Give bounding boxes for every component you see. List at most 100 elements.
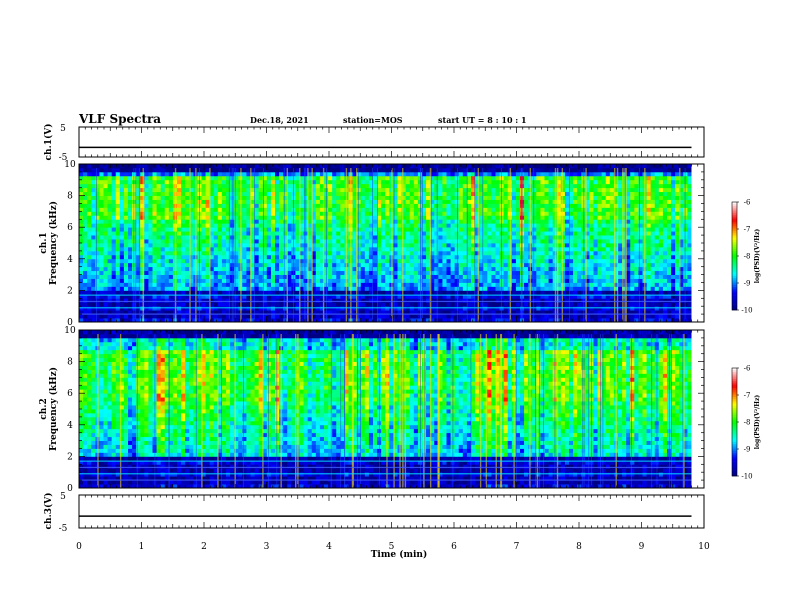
spectrogram-cell [368, 266, 374, 272]
spectrogram-cell [332, 282, 337, 287]
spectrogram-cell [99, 250, 104, 256]
spectrogram-cell [95, 175, 100, 181]
spectrogram-cell [450, 195, 456, 200]
spectrogram-cell [270, 266, 276, 272]
spectrogram-cell [242, 199, 247, 204]
spectrogram-cell [466, 270, 472, 275]
spectrogram-cell [487, 278, 492, 283]
spectrogram-cell [168, 223, 174, 228]
spectrogram-cell [315, 282, 321, 287]
spectrogram-cell [397, 183, 402, 189]
spectrogram-cell [250, 274, 255, 279]
spectrogram-cell [242, 302, 247, 307]
spectrogram-cell [487, 250, 492, 256]
spectrogram-cell [319, 171, 325, 177]
spectrogram-cell [95, 227, 100, 232]
spectrogram-cell [352, 227, 358, 232]
spectrogram-cell [462, 290, 468, 295]
spectrogram-cell [311, 227, 317, 232]
spectrogram-cell [458, 294, 464, 299]
spectrogram-cell [315, 239, 321, 244]
spectrogram-cell [95, 183, 100, 189]
spectrogram-cell [430, 294, 435, 299]
spectrogram-cell [426, 164, 431, 169]
spectrogram-cell [250, 164, 255, 169]
spectrogram-cell [311, 179, 317, 185]
spectrogram-cell [368, 318, 374, 323]
spectrogram-cell [373, 274, 378, 279]
spectrogram-cell [328, 286, 333, 291]
spectrogram-cell [201, 262, 206, 268]
spectrogram-cell [458, 203, 464, 208]
spectrogram-cell [132, 207, 137, 212]
spectrogram-cell [536, 231, 541, 236]
spectrogram-cell [426, 246, 431, 252]
spectrogram-cell [168, 231, 174, 236]
spectrogram-cell [299, 219, 304, 224]
spectrogram-cell [270, 290, 276, 295]
spectrogram-cell [254, 183, 260, 189]
spectrogram-cell [377, 270, 382, 275]
spectrogram-cell [536, 235, 541, 240]
spectrogram-cell [266, 262, 272, 268]
spectrogram-cell [536, 282, 541, 287]
spectrogram-cell [258, 211, 264, 216]
spectrogram-cell [373, 187, 378, 193]
spectrogram-cell [332, 207, 337, 212]
spectrogram-cell [213, 215, 219, 220]
spectrogram-cell [123, 235, 129, 240]
figure-title: VLF Spectra [78, 112, 161, 126]
spectrogram-cell [515, 179, 521, 185]
spectrogram-cell [422, 191, 427, 196]
spectrogram-cell [401, 286, 407, 291]
spectrogram-cell [466, 199, 472, 204]
spectrogram-cell [511, 290, 517, 295]
spectrogram-cell [475, 290, 480, 295]
spectrogram-cell [279, 223, 284, 228]
spectrogram-cell [336, 183, 341, 189]
spectrogram-cell [385, 278, 390, 283]
spectrogram-cell [164, 298, 170, 303]
spectrogram-cell [413, 175, 419, 181]
spectrogram-cell [401, 239, 407, 244]
spectrogram-cell [495, 207, 500, 212]
spectrogram-cell [79, 195, 84, 200]
spectrogram-cell [328, 187, 333, 193]
spectrogram-cell [430, 298, 435, 303]
spectrogram-cell [299, 187, 304, 193]
spectrogram-cell [405, 231, 411, 236]
spectrogram-cell [373, 282, 378, 287]
spectrogram-cell [487, 187, 492, 193]
spectrogram-cell [115, 254, 121, 260]
spectrogram-cell [275, 171, 280, 177]
spectrogram-cell [458, 215, 464, 220]
spectrogram-cell [483, 290, 488, 295]
spectrogram-cell [128, 164, 133, 169]
spectrogram-cell [417, 164, 423, 169]
spectrogram-cell [185, 167, 190, 173]
spectrogram-cell [319, 179, 325, 185]
spectrogram-cell [332, 318, 337, 323]
spectrogram-cell [181, 175, 186, 181]
spectrogram-cell [401, 183, 407, 189]
spectrogram-cell [475, 310, 480, 315]
spectrogram-cell [311, 262, 317, 268]
spectrogram-cell [377, 286, 382, 291]
spectrogram-cell [479, 286, 484, 291]
spectrogram-cell [315, 175, 321, 181]
spectrogram-cell [160, 290, 166, 295]
spectrogram-cell [413, 211, 419, 216]
spectrogram-cell [160, 199, 166, 204]
spectrogram-cell [221, 199, 227, 204]
spectrogram-cell [242, 246, 247, 252]
spectrogram-cell [511, 235, 517, 240]
spectrogram-cell [336, 290, 341, 295]
spectrogram-cell [299, 199, 304, 204]
spectrogram-cell [475, 187, 480, 193]
spectrogram-cell [426, 235, 431, 240]
spectrogram-cell [385, 243, 390, 248]
spectrogram-cell [352, 243, 358, 248]
spectrogram-cell [511, 219, 517, 224]
spectrogram-cell [479, 175, 484, 181]
spectrogram-cell [413, 302, 419, 307]
